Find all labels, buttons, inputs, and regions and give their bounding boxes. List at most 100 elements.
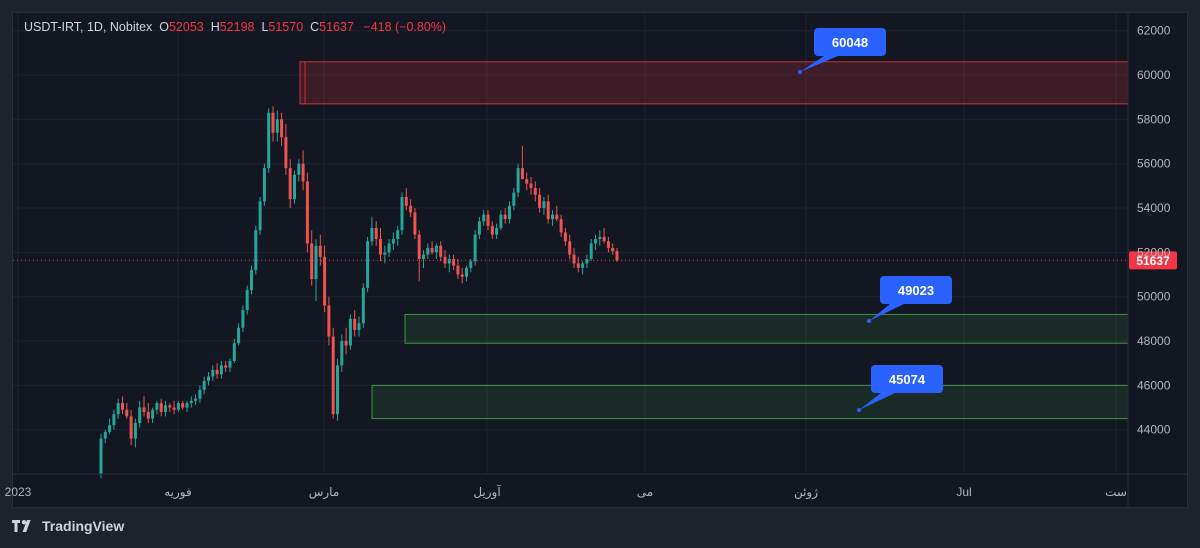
change-value: −418 (−0.80%) — [363, 20, 447, 34]
candle — [568, 234, 572, 260]
y-tick-label: 60000 — [1137, 68, 1171, 82]
candle — [559, 214, 563, 237]
candle — [181, 400, 185, 410]
candle — [267, 108, 271, 173]
candle-body — [336, 365, 339, 415]
price-callout[interactable]: 45074 — [857, 365, 943, 412]
symbol-label[interactable]: USDT-IRT, 1D, Nobitex — [24, 20, 153, 34]
candle-body — [348, 318, 352, 346]
candle — [353, 309, 357, 337]
candle — [576, 256, 580, 273]
candle-body — [469, 261, 473, 268]
candle-body — [271, 112, 275, 133]
candle-body — [477, 221, 481, 235]
support-zone — [404, 313, 1129, 344]
candle — [422, 250, 425, 268]
candle-body — [594, 239, 597, 244]
x-tick-label: ست — [1105, 485, 1127, 499]
candle-body — [589, 243, 593, 260]
candle — [323, 245, 327, 313]
candle-body — [340, 341, 344, 366]
candle-body — [404, 196, 408, 206]
candlestick-series[interactable] — [99, 106, 619, 479]
candle-body — [503, 214, 507, 220]
candle-body — [164, 405, 167, 412]
ohlc-legend: USDT-IRT, 1D, Nobitex O52053 H52198 L515… — [24, 20, 446, 34]
high-value: 52198 — [219, 20, 255, 34]
x-tick-label: ژوئن — [794, 485, 818, 500]
candle-body — [262, 168, 266, 202]
candle — [387, 239, 391, 257]
candle — [460, 267, 464, 284]
candle-body — [305, 181, 309, 244]
candle — [503, 208, 507, 224]
candle — [520, 145, 524, 180]
grid-lines — [13, 13, 1128, 474]
price-callout[interactable]: 49023 — [867, 276, 952, 323]
candle — [546, 194, 550, 224]
candle — [305, 172, 309, 253]
candle-body — [125, 409, 129, 417]
candle-body — [194, 398, 198, 401]
candle-body — [121, 403, 124, 410]
callout-box — [814, 28, 886, 56]
price-callouts[interactable]: 60048 49023 45074 — [798, 28, 952, 412]
candle — [572, 247, 576, 268]
candle — [477, 216, 481, 240]
last-price-label: 51637 — [1136, 254, 1170, 268]
candle — [348, 314, 352, 350]
candle — [155, 400, 159, 415]
candle-body — [237, 327, 241, 344]
callout-box — [871, 365, 943, 393]
candle-body — [542, 201, 546, 209]
candle — [602, 227, 606, 244]
candle — [508, 201, 511, 224]
candle-body — [465, 267, 468, 277]
y-tick-label: 58000 — [1137, 112, 1171, 126]
candle — [361, 283, 365, 328]
candle-body — [185, 403, 189, 408]
candle-body — [314, 245, 318, 279]
candle — [176, 400, 180, 412]
candle-body — [606, 241, 610, 248]
candle-body — [447, 259, 451, 264]
candle-body — [581, 263, 585, 268]
callout-label: 49023 — [898, 283, 934, 298]
candle-body — [387, 243, 391, 253]
candle — [168, 403, 172, 412]
candle — [482, 210, 486, 226]
candle — [215, 363, 219, 379]
candle — [465, 265, 468, 282]
candle-body — [331, 336, 335, 415]
candle — [499, 210, 503, 231]
candle-body — [198, 389, 202, 399]
candle-body — [361, 287, 365, 324]
candle — [340, 334, 344, 373]
candle-body — [533, 188, 537, 195]
candle-body — [396, 230, 400, 240]
x-tick-label: می — [637, 485, 653, 499]
tradingview-logo[interactable]: TradingView — [12, 518, 124, 534]
candle — [142, 396, 146, 417]
candle — [374, 221, 378, 246]
candle — [589, 239, 593, 262]
candle-body — [297, 163, 301, 175]
candle-body — [551, 214, 554, 220]
price-callout[interactable]: 60048 — [798, 28, 886, 74]
candle — [207, 372, 210, 386]
candle-body — [357, 323, 361, 330]
candle-body — [250, 270, 253, 291]
candle — [327, 296, 331, 346]
low-label: L — [261, 20, 269, 34]
candle-body — [207, 376, 210, 381]
candle — [232, 338, 236, 364]
chart-frame[interactable] — [12, 12, 1188, 508]
candle-body — [568, 241, 572, 255]
candle-body — [172, 407, 176, 410]
candle — [284, 123, 288, 175]
candle-body — [452, 259, 456, 266]
candle — [525, 172, 529, 191]
candle-body — [370, 227, 374, 242]
y-tick-label: 46000 — [1137, 378, 1171, 392]
